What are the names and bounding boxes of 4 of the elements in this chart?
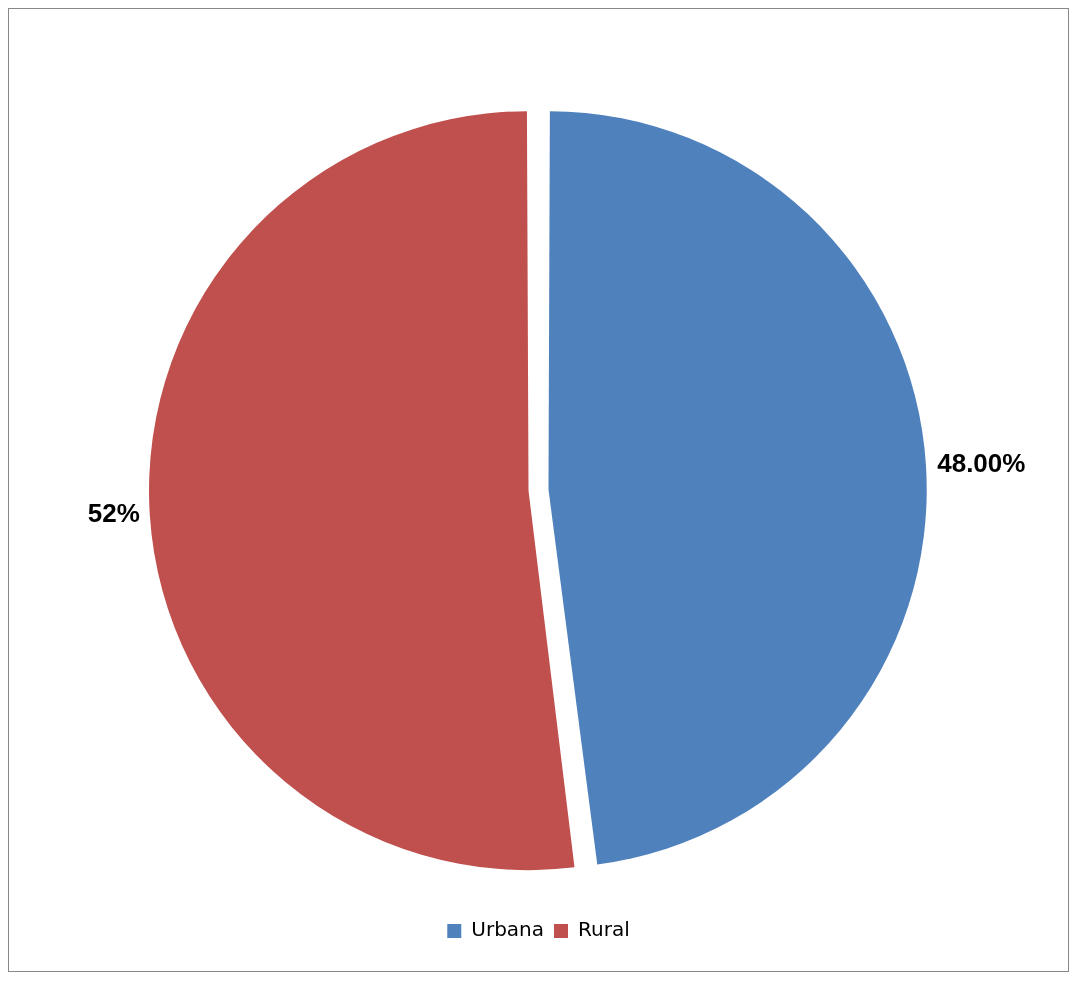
legend-label: Rural [578,917,630,942]
legend-label: Urbana [471,917,545,942]
data-label: 48.00% [937,448,1026,479]
data-label: 52% [87,498,140,529]
